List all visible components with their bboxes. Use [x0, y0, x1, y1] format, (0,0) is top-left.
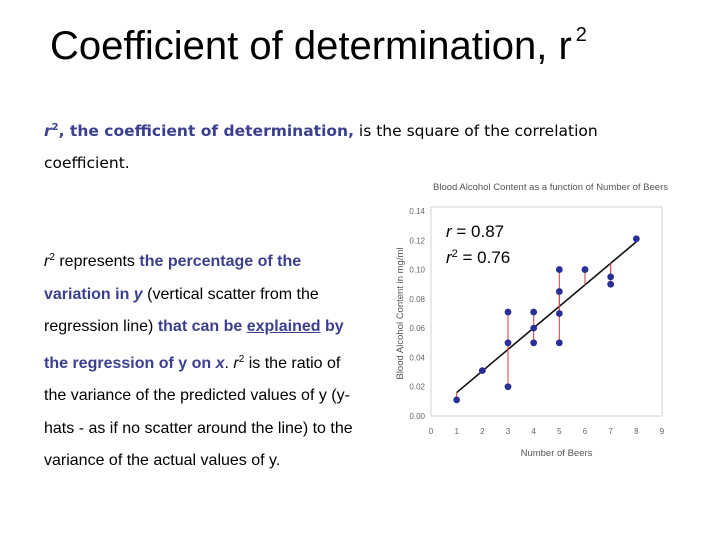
definition-r: r — [44, 122, 52, 140]
x-tick-label: 0 — [429, 427, 434, 436]
x-tick-label: 1 — [454, 427, 459, 436]
body-t8: x — [215, 354, 225, 372]
r-label: r — [446, 222, 452, 241]
definition-paragraph: r2, the coefficient of determination, is… — [44, 112, 644, 179]
y-tick-label: 0.06 — [409, 324, 425, 333]
data-point — [504, 339, 512, 347]
data-point — [530, 308, 538, 316]
y-tick-label: 0.10 — [409, 266, 425, 275]
definition-highlight: , the coefficient of determination, — [58, 122, 354, 140]
x-tick-label: 6 — [583, 427, 588, 436]
body-t1: represents — [54, 253, 140, 270]
x-tick-label: 9 — [660, 427, 665, 436]
x-axis-label: Number of Beers — [521, 448, 593, 459]
data-point — [632, 235, 640, 243]
r-value: = 0.87 — [451, 222, 505, 241]
body-t10: is the ratio of the variance of the pred… — [44, 354, 353, 470]
x-tick-label: 3 — [506, 427, 511, 436]
body-t6: explained — [246, 318, 321, 335]
y-tick-label: 0.12 — [409, 236, 425, 245]
body-t4: (vertical scatter from the regression li… — [44, 285, 319, 336]
body-t3: y — [133, 285, 143, 303]
data-point — [607, 280, 615, 288]
y-tick-label: 0.04 — [409, 353, 425, 362]
data-point — [530, 324, 538, 332]
x-tick-label: 7 — [608, 427, 613, 436]
data-point — [555, 310, 563, 317]
y-tick-label: 0.02 — [409, 383, 425, 392]
y-tick-label: 0.00 — [409, 412, 425, 421]
r-value-line: r = 0.87 — [446, 221, 510, 243]
explanation-paragraph: r2 represents the percentage of the vari… — [44, 242, 364, 478]
data-point — [504, 308, 512, 316]
title-superscript: 2 — [575, 24, 587, 46]
body-t7: by the regression of y on — [44, 318, 344, 372]
data-point — [555, 288, 563, 295]
definition-sup: 2 — [51, 122, 59, 133]
r2-label: r — [446, 248, 452, 267]
data-point — [453, 396, 461, 404]
data-point — [555, 339, 563, 347]
r2-value-line: r2 = 0.76 — [446, 243, 510, 269]
definition-rest: is the square of the correlation coeffic… — [44, 122, 598, 172]
data-point — [607, 273, 615, 281]
correlation-stats: r = 0.87 r2 = 0.76 — [446, 221, 510, 269]
body-r1: r — [44, 253, 50, 270]
data-point — [581, 266, 589, 273]
body-t9: . — [224, 354, 234, 372]
data-point — [504, 383, 512, 391]
regression-line — [456, 241, 637, 394]
x-tick-label: 2 — [480, 427, 485, 436]
body-r2: r — [233, 354, 239, 372]
r2-value: = 0.76 — [457, 248, 511, 267]
x-tick-label: 5 — [557, 427, 562, 436]
chart-title: Blood Alcohol Content as a function of N… — [433, 182, 668, 193]
body-sup1: 2 — [49, 252, 55, 263]
x-tick-label: 4 — [531, 427, 536, 436]
data-point — [555, 266, 563, 273]
data-point — [530, 339, 538, 347]
data-point — [478, 367, 486, 375]
y-axis-label: Blood Alcohol Content in mg/ml — [395, 247, 406, 379]
body-t5: that can be — [157, 318, 247, 335]
title-text: Coefficient of determination, r — [50, 24, 572, 68]
r2-sup: 2 — [451, 248, 458, 260]
body-t2: the percentage of the variation in — [44, 253, 302, 303]
x-tick-label: 8 — [634, 427, 639, 436]
y-tick-label: 0.14 — [409, 207, 425, 216]
y-tick-label: 0.08 — [409, 295, 425, 304]
body-sup2: 2 — [238, 353, 245, 365]
